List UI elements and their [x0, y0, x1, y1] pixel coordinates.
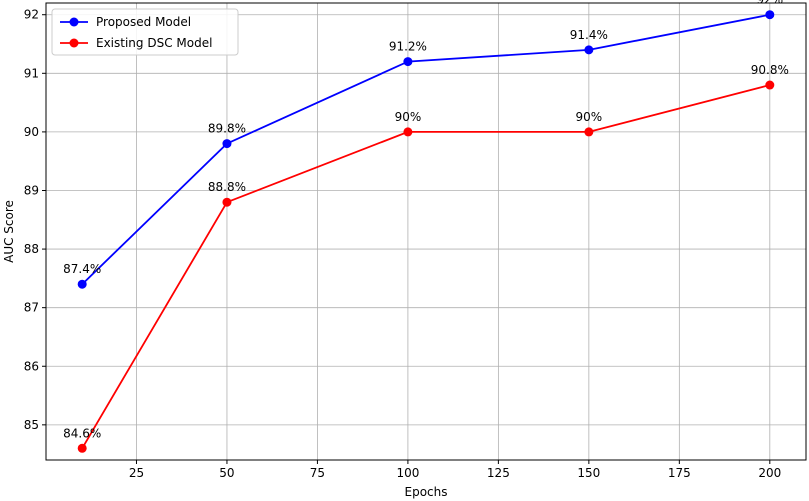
x-tick-label: 125 [487, 466, 510, 480]
legend-box [51, 8, 239, 56]
series-1-point [222, 139, 232, 149]
x-axis-label: Epochs [405, 485, 448, 499]
x-tick-label: 75 [310, 466, 325, 480]
series-1-data-label: 89.8% [208, 122, 246, 136]
y-tick-label: 85 [24, 418, 39, 432]
y-tick-label: 88 [24, 242, 39, 256]
y-tick-label: 87 [24, 301, 39, 315]
series [77, 10, 775, 453]
series-1-point [584, 45, 594, 55]
series-1-data-label: 92% [756, 0, 783, 7]
y-tick-label: 92 [24, 8, 39, 22]
axes: 25 50 75 100 125 150 175 200 85 86 87 88 89 90 91 92 [24, 2, 807, 480]
x-tick-label: 150 [577, 466, 600, 480]
plot-frame [45, 2, 807, 461]
series-2-point [765, 80, 775, 90]
series-1-data-label: 91.2% [389, 40, 427, 54]
series-2-data-label: 84.6% [63, 426, 101, 440]
y-axis-label: AUC Score [2, 200, 16, 263]
y-tick-label: 90 [24, 125, 39, 139]
series-2-data-label: 88.8% [208, 180, 246, 194]
series-2-point [584, 127, 594, 137]
x-tick-label: 50 [219, 466, 234, 480]
series-line-2 [81, 84, 771, 449]
x-tick-label: 25 [129, 466, 144, 480]
x-tick-label: 200 [758, 466, 781, 480]
y-tick-label: 86 [24, 359, 39, 373]
y-tick-label: 91 [24, 66, 39, 80]
y-tick-label: 89 [24, 183, 39, 197]
series-2-point [222, 197, 232, 207]
x-tick-label: 100 [396, 466, 419, 480]
series-1-point [765, 10, 775, 20]
series-1-data-label: 91.4% [570, 28, 608, 42]
legend: Proposed Model Existing DSC Model [51, 8, 239, 56]
legend-entry-label: Existing DSC Model [96, 36, 212, 50]
series-1-data-label: 87.4% [63, 262, 101, 276]
data-labels: 87.4% 89.8% 91.2% 91.4% 92% 84.6% 88.8% 90% 90% 9… [63, 0, 789, 440]
grid [46, 3, 806, 460]
legend-entry-label: Proposed Model [96, 15, 191, 29]
series-2-data-label: 90% [395, 110, 422, 124]
series-1-point [403, 57, 413, 67]
series-2-data-label: 90% [576, 110, 603, 124]
x-tick-label: 175 [668, 466, 691, 480]
legend-marker [69, 38, 79, 48]
series-2-point [77, 443, 87, 453]
series-1-point [77, 279, 87, 289]
series-2-point [403, 127, 413, 137]
series-2-data-label: 90.8% [751, 63, 789, 77]
legend-marker [69, 17, 79, 27]
